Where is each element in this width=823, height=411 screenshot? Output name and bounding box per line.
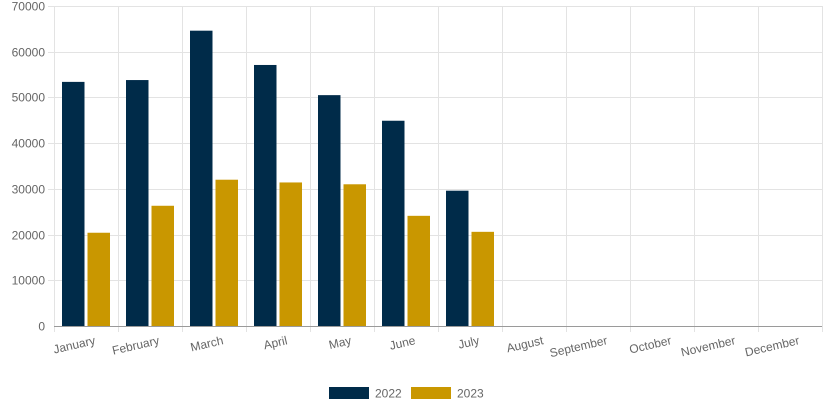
- x-tick-label: June: [388, 333, 417, 353]
- y-tick-label: 50000: [12, 91, 46, 105]
- bar-2022-january[interactable]: [62, 81, 85, 326]
- bar-2022-february[interactable]: [126, 80, 149, 326]
- x-axis-ticks: January February March April May June July Augu…: [52, 333, 801, 360]
- y-axis-ticks: 0 10000 20000 30000 40000 50000 60000 70000: [12, 0, 46, 334]
- x-tick-label: April: [262, 333, 289, 352]
- bar-2022-may[interactable]: [318, 95, 341, 327]
- x-tick-label: February: [111, 333, 161, 357]
- legend-swatch: [411, 387, 451, 399]
- x-tick-label: October: [628, 333, 673, 356]
- bar-2023-july[interactable]: [471, 231, 495, 326]
- bars: [62, 30, 495, 327]
- bar-2023-may[interactable]: [343, 184, 367, 326]
- x-tick-label: August: [505, 333, 545, 355]
- y-tick-label: 70000: [12, 0, 46, 14]
- bar-2022-june[interactable]: [382, 120, 405, 326]
- y-tick-label: 10000: [12, 274, 46, 288]
- y-tick-label: 40000: [12, 137, 46, 151]
- x-tick-label: September: [548, 333, 608, 360]
- legend-item-2023[interactable]: 2023: [411, 387, 484, 401]
- x-tick-label: November: [680, 333, 737, 359]
- x-tick-label: July: [457, 333, 481, 351]
- bar-2022-july[interactable]: [446, 190, 469, 326]
- bar-2023-april[interactable]: [279, 182, 303, 326]
- legend-swatch: [329, 387, 369, 399]
- bar-2023-january[interactable]: [87, 232, 111, 326]
- bar-2023-june[interactable]: [407, 215, 431, 326]
- y-tick-label: 0: [38, 320, 45, 334]
- y-tick-label: 60000: [12, 46, 46, 60]
- legend-label: 2023: [457, 387, 484, 401]
- legend-item-2022[interactable]: 2022: [329, 387, 402, 401]
- x-tick-label: March: [189, 333, 225, 354]
- y-tick-label: 30000: [12, 183, 46, 197]
- bar-2022-april[interactable]: [254, 64, 277, 326]
- bar-2023-february[interactable]: [151, 205, 175, 326]
- grid: [48, 6, 823, 332]
- x-tick-label: January: [52, 333, 97, 356]
- y-tick-label: 20000: [12, 229, 46, 243]
- x-tick-label: May: [327, 333, 352, 352]
- legend-label: 2022: [375, 387, 402, 401]
- bar-2023-march[interactable]: [215, 179, 239, 326]
- legend[interactable]: 2022 2023: [329, 387, 484, 401]
- bar-2022-march[interactable]: [190, 30, 213, 326]
- x-tick-label: December: [744, 333, 801, 359]
